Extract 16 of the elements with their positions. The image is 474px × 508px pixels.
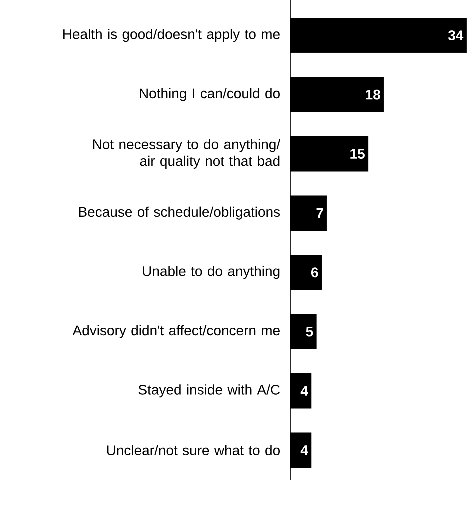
data-label: 34 <box>448 30 464 41</box>
data-label: 4 <box>300 446 308 456</box>
y-tick-label: Because of schedule/obligations <box>79 206 280 220</box>
data-label: 5 <box>306 326 314 337</box>
y-tick-label: Nothing I can/could do <box>140 88 280 102</box>
data-label: 4 <box>300 386 308 396</box>
y-tick-label: Unclear/not sure what to do <box>107 445 280 456</box>
y-tick-label: Unable to do anything <box>143 266 280 280</box>
data-label: 15 <box>350 149 365 159</box>
y-tick-label: Not necessary to do anything/ air quality not that bad <box>93 139 281 169</box>
data-label: 18 <box>366 90 380 100</box>
data-label: 6 <box>311 268 318 278</box>
y-tick-label: Stayed inside with A/C <box>138 384 280 398</box>
y-tick-label: Advisory didn't affect/concern me <box>72 325 280 338</box>
data-label: 7 <box>316 208 324 218</box>
y-tick-label: Health is good/doesn't apply to me <box>64 29 280 42</box>
